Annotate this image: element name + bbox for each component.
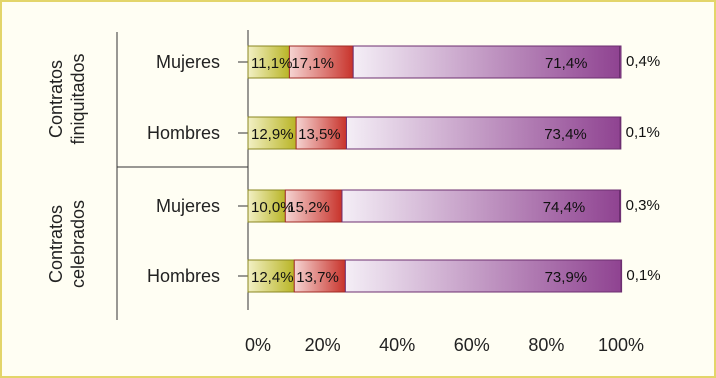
bar-segment (344, 259, 622, 293)
bar-segment (284, 189, 343, 223)
data-label: 17,1% (291, 55, 334, 72)
bar-segment (247, 259, 295, 293)
group-label-line: Contratos (46, 60, 66, 138)
data-label: 73,9% (545, 269, 588, 286)
group-label-line: Contratos (46, 205, 66, 283)
x-tick-label: 20% (305, 335, 341, 355)
data-label: 13,7% (296, 269, 339, 286)
data-label: 0,1% (626, 124, 660, 141)
category-label: Hombres (147, 266, 220, 286)
data-label: 13,5% (298, 126, 341, 143)
bar-segment (295, 116, 347, 150)
bar-segment (293, 259, 346, 293)
x-tick-label: 60% (454, 335, 490, 355)
bar-segment (345, 116, 621, 150)
x-tick-label: 40% (379, 335, 415, 355)
data-label: 12,4% (251, 269, 294, 286)
data-label: 74,4% (543, 199, 586, 216)
data-label: 11,1% (251, 55, 292, 72)
bar-segment (619, 116, 622, 150)
data-label: 71,4% (545, 55, 588, 72)
data-label: 12,9% (251, 126, 294, 143)
bar-segment (619, 189, 622, 223)
x-tick-label: 100% (598, 335, 644, 355)
category-label: Mujeres (156, 196, 220, 216)
category-label: Mujeres (156, 52, 220, 72)
group-label-line: finiquitados (68, 53, 88, 144)
group-label: Contratos celebrados (46, 200, 88, 288)
bar-segment (620, 259, 623, 293)
data-label: 10,0% (251, 199, 294, 216)
group-label: Contratos finiquitados (46, 53, 88, 144)
x-tick-label: 80% (528, 335, 564, 355)
data-label: 73,4% (544, 126, 587, 143)
data-label: 0,3% (626, 197, 660, 214)
data-label: 15,2% (287, 199, 330, 216)
data-label: 0,1% (626, 267, 660, 284)
x-tick-label: 0% (245, 335, 271, 355)
group-label-line: celebrados (68, 200, 88, 288)
bar-segment (247, 45, 290, 79)
bar-segment (619, 45, 622, 79)
category-label: Hombres (147, 123, 220, 143)
bar-segment (247, 189, 286, 223)
data-label: 0,4% (626, 53, 660, 70)
